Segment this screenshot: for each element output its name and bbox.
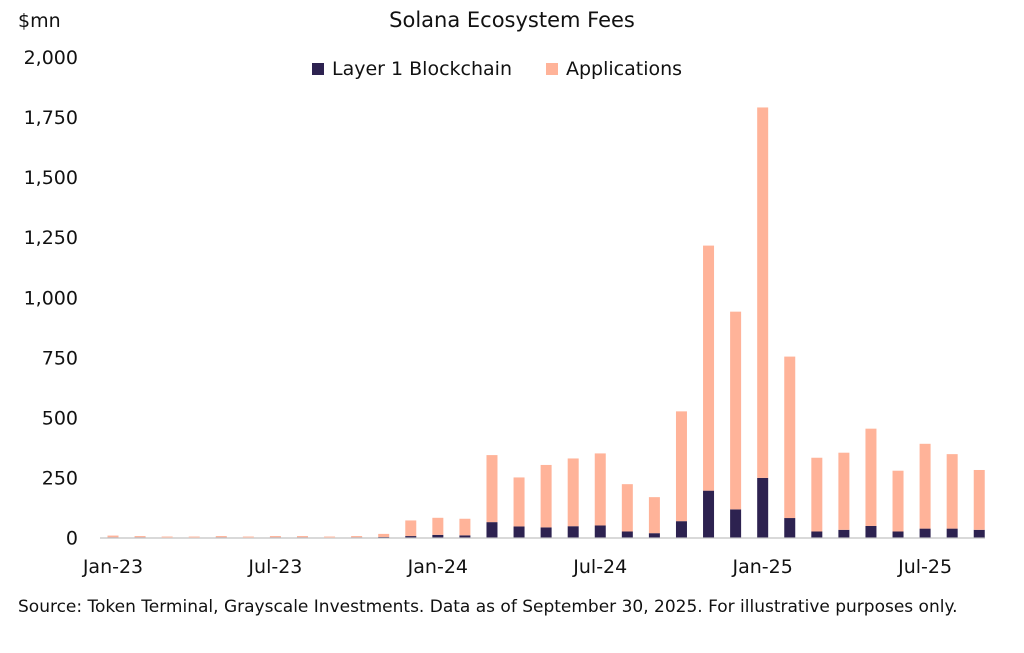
bar-applications-Aug-24	[621, 484, 633, 532]
bar-layer1-Feb-25	[784, 518, 796, 538]
legend-label-layer1: Layer 1 Blockchain	[332, 58, 512, 80]
source-note: Source: Token Terminal, Grayscale Invest…	[18, 597, 958, 617]
bar-layer1-May-24	[540, 527, 552, 538]
bar-layer1-Apr-24	[513, 526, 525, 538]
chart-title: Solana Ecosystem Fees	[389, 8, 635, 32]
x-tick-label: Jan-25	[732, 556, 793, 578]
bar-applications-Jul-25	[919, 443, 931, 529]
y-tick-label: 1,250	[24, 227, 78, 249]
bar-layer1-Sep-25	[973, 529, 985, 538]
bar-applications-Sep-23	[324, 536, 336, 538]
bar-applications-Sep-24	[648, 497, 660, 534]
legend-item-layer1: Layer 1 Blockchain	[312, 58, 512, 80]
bar-applications-Oct-24	[675, 411, 687, 522]
y-tick-label: 1,000	[24, 287, 78, 309]
bar-applications-Jan-23	[107, 535, 119, 538]
y-tick-label: 500	[42, 407, 78, 429]
bar-applications-Jan-25	[757, 107, 769, 478]
bar-layer1-Sep-24	[648, 533, 660, 538]
bar-applications-Feb-24	[459, 518, 471, 536]
bar-applications-Dec-24	[730, 311, 742, 510]
bar-applications-Jun-24	[567, 458, 579, 527]
bar-layer1-Aug-24	[621, 531, 633, 538]
legend-swatch-applications	[545, 63, 558, 75]
x-tick-label: Jul-23	[247, 556, 302, 578]
y-tick-label: 250	[42, 467, 78, 489]
x-tick-label: Jul-24	[572, 556, 627, 578]
x-tick-label: Jan-23	[82, 556, 143, 578]
bar-layer1-Feb-24	[459, 535, 471, 538]
legend-swatch-layer1	[312, 63, 324, 75]
bar-applications-Jan-24	[432, 517, 444, 535]
bar-layer1-Dec-23	[405, 536, 417, 538]
bar-applications-Mar-24	[486, 455, 498, 523]
y-tick-label: 0	[66, 528, 78, 550]
bar-layer1-Jul-25	[919, 528, 931, 538]
bar-chart: 0 250 500 750 1,000 1,250 1,500 1,750 2,000 Jan-2…	[24, 47, 985, 578]
legend-item-applications: Applications	[545, 58, 683, 80]
bar-applications-Jul-23	[269, 536, 281, 538]
bar-layer1-Aug-25	[946, 528, 958, 538]
bar-applications-Jun-23	[242, 536, 254, 538]
bar-layer1-Dec-24	[730, 509, 742, 538]
bar-layer1-Oct-24	[675, 521, 687, 538]
bar-layer1-May-25	[865, 525, 877, 538]
legend: Layer 1 Blockchain Applications	[312, 58, 682, 80]
bar-layer1-Jun-25	[892, 531, 904, 538]
bar-applications-Oct-23	[351, 536, 363, 538]
bar-applications-Jul-24	[594, 453, 606, 526]
bar-applications-Nov-23	[378, 533, 390, 538]
y-tick-label: 750	[42, 347, 78, 369]
y-tick-label: 1,750	[24, 107, 78, 129]
bar-layer1-Jan-24	[432, 534, 444, 538]
bar-applications-May-24	[540, 464, 552, 528]
bar-applications-Feb-25	[784, 356, 796, 519]
bar-layer1-Apr-25	[838, 529, 850, 538]
y-tick-label: 1,500	[24, 167, 78, 189]
bar-applications-May-23	[215, 536, 227, 538]
bar-layer1-Jun-24	[567, 526, 579, 538]
legend-label-applications: Applications	[565, 58, 683, 80]
bar-applications-Apr-23	[188, 536, 200, 538]
bar-layer1-Mar-24	[486, 522, 498, 538]
y-tick-label: 2,000	[24, 47, 78, 69]
bar-applications-Apr-25	[838, 452, 850, 530]
bar-applications-May-25	[865, 428, 877, 526]
bar-layer1-Jul-24	[594, 525, 606, 538]
bar-layer1-Mar-25	[811, 531, 823, 538]
bar-layer1-Nov-24	[703, 490, 715, 538]
bar-applications-Jun-25	[892, 470, 904, 532]
y-axis-unit-label: $mn	[18, 10, 61, 32]
bar-applications-Dec-23	[405, 520, 417, 537]
bar-applications-Aug-23	[296, 536, 308, 538]
bar-layer1-Jan-25	[757, 477, 769, 538]
bar-applications-Feb-23	[134, 536, 146, 538]
x-tick-label: Jan-24	[407, 556, 468, 578]
bar-applications-Mar-23	[161, 536, 173, 538]
bar-applications-Apr-24	[513, 477, 525, 527]
bar-applications-Sep-25	[973, 469, 985, 530]
bar-applications-Aug-25	[946, 454, 958, 529]
x-tick-label: Jul-25	[897, 556, 952, 578]
bar-applications-Nov-24	[703, 245, 715, 491]
bar-applications-Mar-25	[811, 457, 823, 532]
